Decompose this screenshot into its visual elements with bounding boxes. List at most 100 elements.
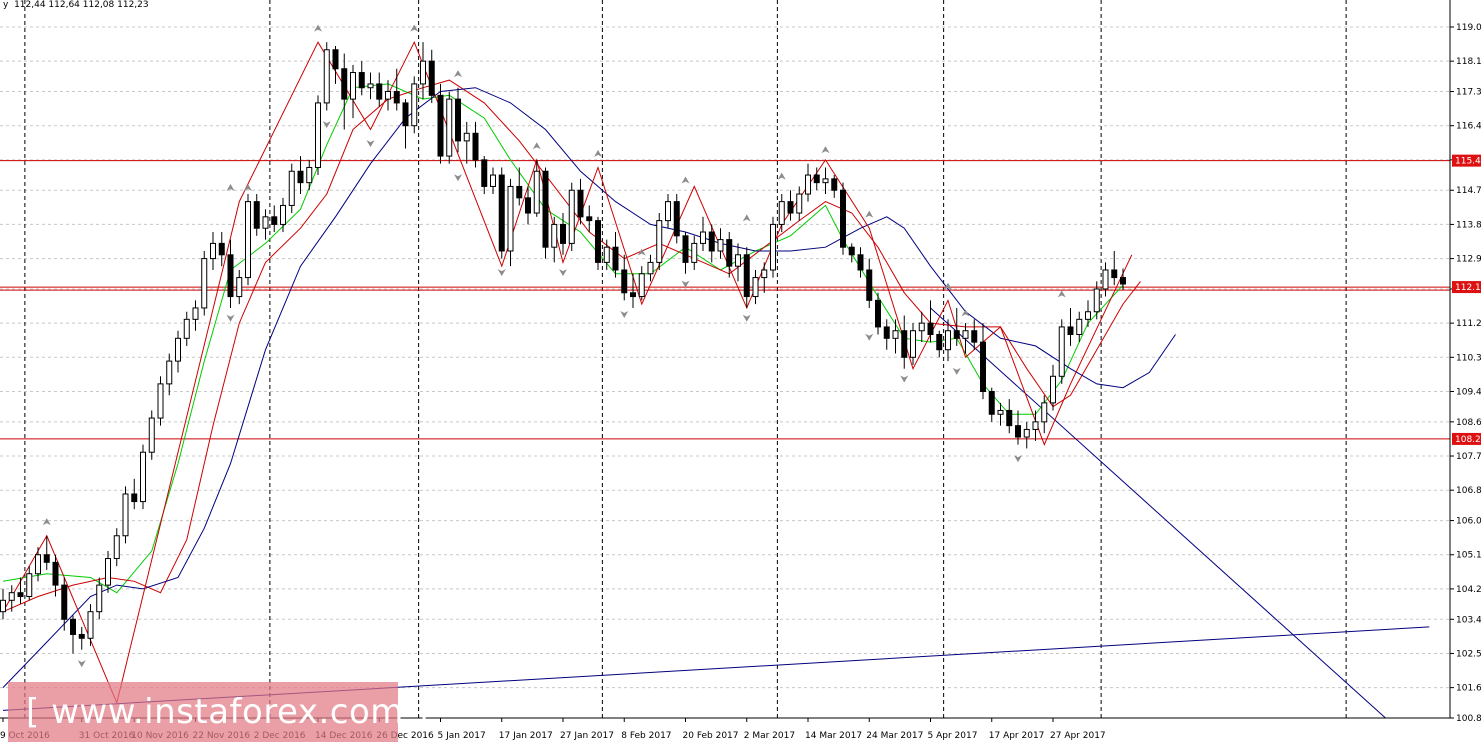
- candle-body: [665, 201, 671, 222]
- candle-body: [498, 174, 505, 252]
- candle-body: [866, 269, 873, 301]
- candle-body: [682, 235, 689, 263]
- candle-body: [472, 132, 479, 161]
- candle-body: [577, 189, 584, 218]
- candle-body: [1032, 421, 1039, 430]
- y-tick-label: 106.0: [1456, 517, 1481, 527]
- candle-body: [656, 220, 663, 263]
- fractal-down-marker: [681, 280, 690, 288]
- candle-body: [1023, 428, 1030, 438]
- x-tick-label: 5 Apr 2017: [928, 731, 978, 741]
- candle-body: [26, 573, 33, 598]
- candle-body: [113, 535, 120, 560]
- y-tick-label: 117.3: [1456, 88, 1481, 98]
- fractal-down-marker: [226, 314, 235, 322]
- level-label: 108.2: [1455, 435, 1481, 445]
- candle-body: [997, 409, 1004, 415]
- x-tick-label: 27 Apr 2017: [1050, 731, 1106, 741]
- candle-body: [927, 322, 934, 336]
- x-tick-label: 2 Mar 2017: [744, 731, 795, 741]
- fractal-up-marker: [742, 214, 751, 222]
- trendline: [930, 307, 1386, 719]
- candle-body: [61, 584, 68, 620]
- candle-body: [1120, 277, 1126, 285]
- y-tick-label: 102.5: [1456, 649, 1481, 659]
- candle-body: [43, 554, 50, 563]
- candle-body: [673, 201, 680, 237]
- candle-body: [560, 223, 566, 244]
- candle-body: [857, 254, 864, 271]
- candle-body: [691, 242, 698, 263]
- candle-body: [236, 277, 243, 298]
- fractal-up-marker: [1057, 290, 1066, 298]
- fractal-down-marker: [865, 333, 874, 341]
- ohlc-values: 112,44 112,64 112,08 112,23: [14, 0, 149, 10]
- candle-body: [306, 166, 313, 184]
- candle-body: [892, 330, 899, 339]
- y-tick-label: 116.4: [1456, 122, 1481, 132]
- candle-body: [568, 189, 575, 244]
- fractal-up-marker: [637, 248, 646, 256]
- fractal-up-marker: [244, 184, 252, 192]
- y-tick-label: 107.7: [1456, 452, 1481, 462]
- candle-body: [8, 592, 15, 601]
- fractal-up-marker: [314, 24, 322, 32]
- candle-body: [166, 360, 173, 385]
- candle-body: [875, 299, 881, 328]
- candle-body: [770, 223, 776, 271]
- fractal-down-marker: [559, 269, 567, 277]
- chart-grid: [0, 0, 1450, 719]
- candle-body: [411, 83, 418, 127]
- candle-body: [507, 185, 514, 252]
- fractal-down-marker: [322, 121, 331, 129]
- x-tick-label: 24 Mar 2017: [866, 731, 923, 741]
- candle-body: [813, 174, 820, 184]
- candle-body: [901, 330, 908, 358]
- candle-body: [700, 231, 706, 244]
- candle-body: [122, 493, 129, 537]
- candle-body: [1050, 375, 1056, 404]
- fractal-down-marker: [742, 314, 751, 322]
- candle-body: [1076, 318, 1083, 336]
- candle-body: [840, 189, 846, 248]
- candle-body: [87, 611, 94, 639]
- candle-body: [761, 269, 768, 279]
- x-tick-label: 27 Jan 2017: [560, 731, 614, 741]
- y-tick-label: 103.4: [1456, 615, 1481, 625]
- candle-body: [1093, 288, 1100, 313]
- candle-body: [638, 273, 645, 298]
- candle-body: [1111, 269, 1118, 279]
- candle-body: [1085, 311, 1091, 320]
- fractal-down-marker: [366, 140, 375, 148]
- x-tick-label: 17 Apr 2017: [989, 731, 1045, 741]
- candle-body: [735, 254, 741, 267]
- candle-body: [726, 239, 733, 267]
- candle-body: [227, 254, 234, 298]
- fractal-up-marker: [532, 142, 541, 150]
- candle-body: [201, 258, 208, 309]
- fractal-down-marker: [77, 660, 86, 668]
- fractal-up-marker: [226, 184, 235, 192]
- watermark-text: [ www.instaforex.com ]: [26, 692, 429, 732]
- candle-body: [980, 341, 986, 392]
- watermark: [ www.instaforex.com ]: [8, 682, 429, 742]
- y-tick-label: 119.0: [1456, 23, 1481, 33]
- candle-body: [717, 239, 724, 252]
- candle-body: [945, 330, 951, 351]
- fractal-up-marker: [594, 149, 602, 157]
- level-label: 112.1: [1455, 283, 1481, 293]
- candle-body: [516, 185, 523, 199]
- ma-line: [2, 87, 1176, 688]
- candle-body: [586, 216, 593, 222]
- candle-body: [551, 223, 558, 248]
- y-tick-label: 101.6: [1456, 684, 1481, 694]
- candle-body: [848, 246, 855, 256]
- candle-body: [446, 98, 453, 157]
- fractal-up-marker: [821, 146, 830, 154]
- candle-body: [743, 254, 750, 298]
- x-tick-label: 17 Jan 2017: [499, 731, 553, 741]
- fractal-markers: [42, 24, 1066, 668]
- candle-body: [78, 633, 85, 639]
- candle-body: [708, 231, 715, 252]
